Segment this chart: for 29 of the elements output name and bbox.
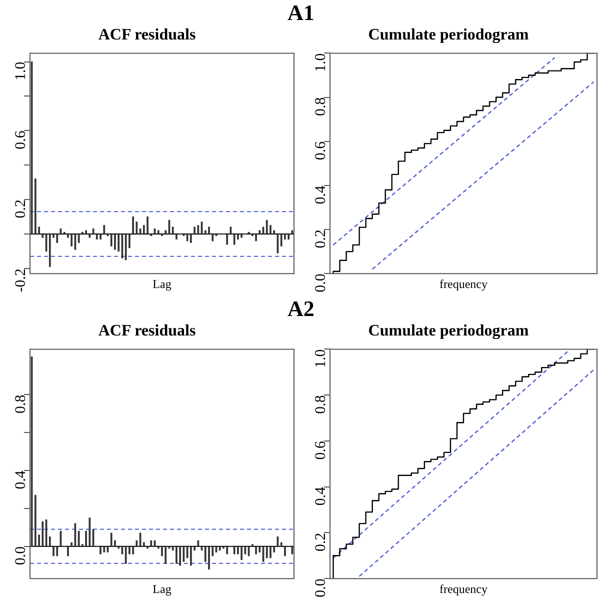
x-axis-title: frequency bbox=[440, 582, 488, 596]
chart-title: Cumulate periodogram bbox=[368, 26, 530, 44]
y-tick-label: 1.0 bbox=[12, 62, 29, 81]
y-tick-label: 0.6 bbox=[312, 140, 329, 160]
y-tick-label: 0.4 bbox=[312, 486, 329, 506]
y-tick-label: 0.2 bbox=[312, 532, 329, 552]
y-tick-label: -0.2 bbox=[12, 268, 29, 292]
y-tick-label: 0.6 bbox=[12, 130, 29, 150]
y-tick-label: 0.8 bbox=[312, 395, 329, 414]
text: A1 bbox=[286, 0, 316, 26]
y-tick-label: 0.4 bbox=[12, 470, 29, 490]
y-tick-label: 0.2 bbox=[312, 230, 329, 248]
chart-title: ACF residuals bbox=[98, 26, 196, 44]
y-tick-label: 0.8 bbox=[12, 394, 29, 414]
y-tick-label: 0.2 bbox=[12, 200, 29, 218]
x-axis-title: frequency bbox=[440, 276, 488, 291]
y-tick-label: 0.6 bbox=[312, 440, 329, 460]
y-tick-label: 1.0 bbox=[312, 349, 329, 368]
x-axis-title: Lag bbox=[152, 276, 172, 291]
text: A2 bbox=[286, 296, 316, 322]
y-tick-label: 0.0 bbox=[312, 578, 329, 598]
chart-title: Cumulate periodogram bbox=[368, 322, 530, 340]
y-tick-label: 1.0 bbox=[312, 53, 329, 72]
chart-title: ACF residuals bbox=[98, 322, 196, 340]
y-tick-label: 0.0 bbox=[12, 546, 29, 566]
y-tick-label: 0.8 bbox=[312, 97, 329, 116]
y-tick-label: 0.0 bbox=[312, 274, 329, 292]
x-axis-title: Lag bbox=[152, 582, 172, 596]
y-tick-label: 0.4 bbox=[312, 184, 329, 204]
